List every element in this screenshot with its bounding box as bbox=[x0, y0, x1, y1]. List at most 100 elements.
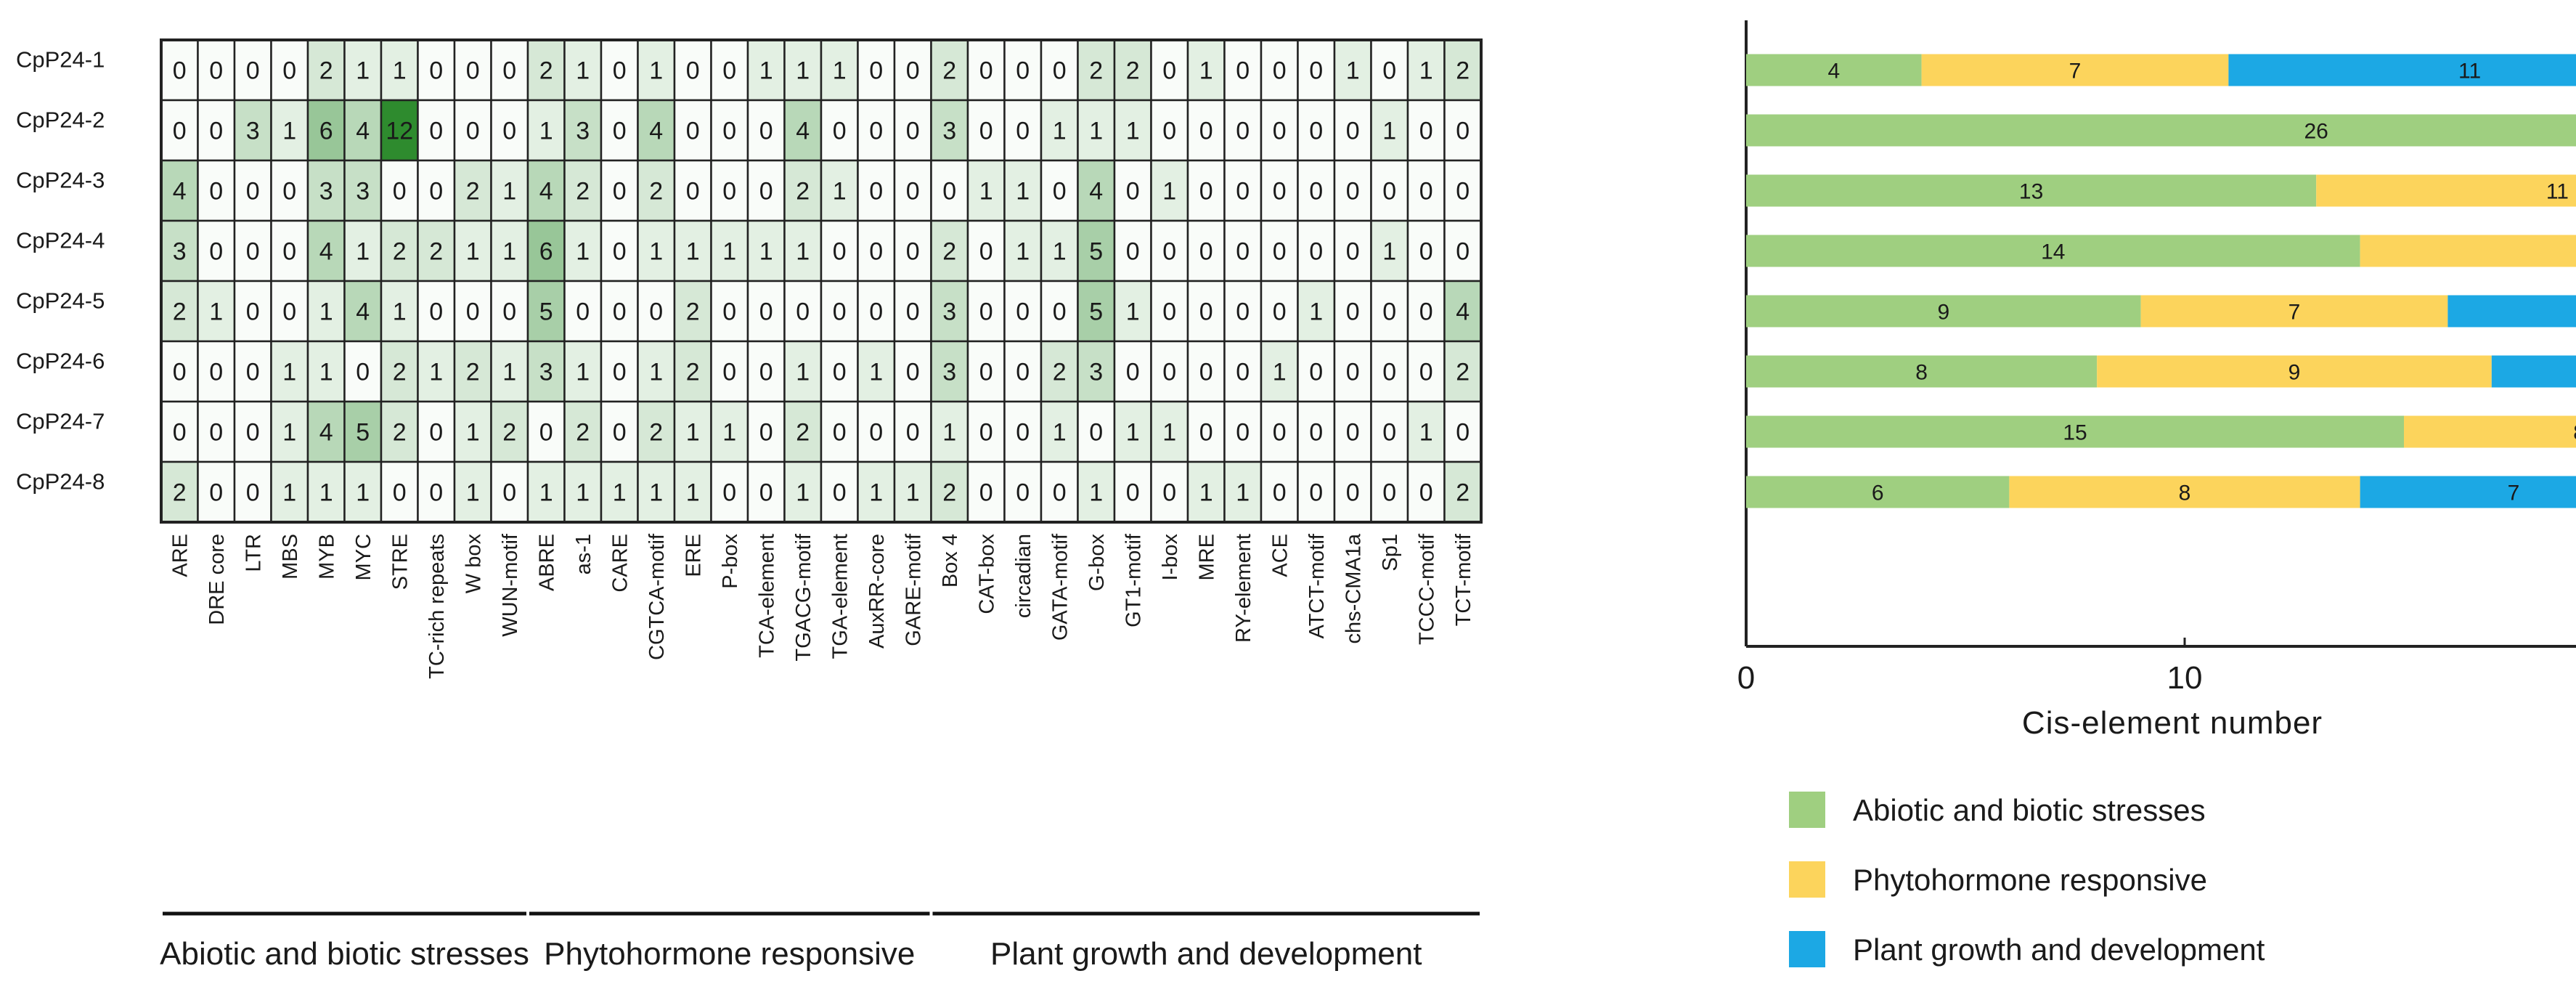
heatmap-cell bbox=[1333, 99, 1372, 162]
heatmap-cell bbox=[600, 159, 639, 222]
cell-value: 1 bbox=[686, 479, 700, 507]
heatmap-cell bbox=[343, 400, 383, 463]
bar-value-label: 7 bbox=[2288, 301, 2301, 325]
bar-value-label: 7 bbox=[2069, 60, 2082, 84]
cell-value: 0 bbox=[429, 57, 443, 85]
heatmap-cell bbox=[746, 99, 786, 162]
cell-value: 1 bbox=[466, 479, 480, 507]
heatmap-cell bbox=[1443, 340, 1483, 403]
heatmap-cell bbox=[1443, 38, 1483, 102]
heatmap-cell bbox=[160, 400, 199, 463]
cell-value: 0 bbox=[1236, 298, 1250, 326]
cell-value: 4 bbox=[319, 238, 333, 266]
heatmap-cell bbox=[783, 99, 823, 162]
cell-value: 4 bbox=[796, 118, 810, 145]
cell-value: 1 bbox=[1309, 298, 1323, 326]
cell-value: 1 bbox=[796, 359, 810, 386]
heatmap-cell bbox=[1040, 99, 1079, 162]
bar-segment bbox=[1921, 54, 2229, 86]
heatmap-cell bbox=[233, 400, 272, 463]
gene-label: CpP24-7 bbox=[16, 409, 105, 434]
column-label: as-1 bbox=[572, 534, 595, 574]
column-label: GT1-motif bbox=[1122, 533, 1145, 627]
column-label: TCT-motif bbox=[1452, 533, 1475, 626]
cell-value: 0 bbox=[1273, 479, 1287, 507]
cell-value: 1 bbox=[1126, 298, 1140, 326]
heatmap-cell bbox=[490, 400, 529, 463]
heatmap-cell bbox=[820, 159, 859, 222]
cell-value: 0 bbox=[833, 359, 847, 386]
column-label: ACE bbox=[1268, 534, 1292, 577]
cell-value: 1 bbox=[759, 238, 773, 266]
heatmap: 0 0 0 0 2 1 1 0 0 0 2 1 0 1 0 0 1 1 1 0 0 2 0 0 0 2 2 0 1 0 0 0 1 0 1 20 0 3 1… bbox=[16, 38, 1483, 972]
cell-value: 0 bbox=[1162, 359, 1176, 386]
cell-value: 2 bbox=[649, 178, 663, 206]
bar-segment bbox=[1746, 476, 2010, 508]
heatmap-cell bbox=[306, 460, 346, 524]
heatmap-cell bbox=[417, 460, 456, 524]
heatmap-cell bbox=[1113, 340, 1152, 403]
cell-value: 1 bbox=[869, 479, 883, 507]
column-label: P-box bbox=[719, 534, 742, 589]
cell-value: 2 bbox=[649, 419, 663, 447]
heatmap-cell bbox=[417, 340, 456, 403]
heatmap-cell bbox=[1186, 38, 1226, 102]
cell-value: 2 bbox=[393, 359, 407, 386]
cell-value: 1 bbox=[282, 359, 296, 386]
group-label: Abiotic and biotic stresses bbox=[160, 936, 529, 972]
cell-value: 1 bbox=[576, 359, 590, 386]
x-axis-title: Cis-element number bbox=[2022, 705, 2323, 741]
cell-value: 0 bbox=[356, 359, 370, 386]
bar-segment bbox=[2360, 476, 2576, 508]
cell-value: 3 bbox=[173, 238, 187, 266]
bar-value-label: 11 bbox=[2458, 60, 2481, 84]
cell-value: 0 bbox=[1053, 178, 1067, 206]
cell-value: 1 bbox=[722, 419, 736, 447]
cell-value: 0 bbox=[613, 238, 627, 266]
cell-value: 0 bbox=[979, 57, 993, 85]
heatmap-cell bbox=[160, 159, 199, 222]
cell-value: 1 bbox=[466, 238, 480, 266]
heatmap-cell bbox=[1003, 219, 1043, 283]
cell-value: 4 bbox=[539, 178, 553, 206]
cell-value: 0 bbox=[869, 238, 883, 266]
heatmap-cell bbox=[197, 340, 236, 403]
heatmap-cell bbox=[380, 219, 419, 283]
heatmap-cell bbox=[270, 280, 309, 343]
cell-value: 0 bbox=[282, 238, 296, 266]
bar-segment bbox=[2404, 415, 2576, 448]
bar-value-label: 9 bbox=[2288, 361, 2301, 385]
heatmap-cell bbox=[893, 400, 932, 463]
cell-value: 0 bbox=[466, 298, 480, 326]
cell-value: 1 bbox=[649, 359, 663, 386]
cell-value: 2 bbox=[686, 298, 700, 326]
cell-value: 0 bbox=[869, 57, 883, 85]
cell-value: 1 bbox=[576, 479, 590, 507]
heatmap-cell bbox=[233, 159, 272, 222]
heatmap-cell bbox=[1406, 280, 1446, 343]
cell-value: 2 bbox=[502, 419, 516, 447]
cell-value: 0 bbox=[466, 57, 480, 85]
cell-value: 1 bbox=[1162, 419, 1176, 447]
cell-value: 1 bbox=[1126, 118, 1140, 145]
cell-value: 4 bbox=[356, 118, 370, 145]
cell-value: 1 bbox=[649, 238, 663, 266]
cell-value: 0 bbox=[1309, 479, 1323, 507]
column-label: MRE bbox=[1195, 534, 1218, 580]
cell-value: 0 bbox=[1456, 419, 1470, 447]
heatmap-cell bbox=[637, 400, 676, 463]
cell-value: 2 bbox=[393, 238, 407, 266]
heatmap-cell bbox=[417, 219, 456, 283]
cell-value: 3 bbox=[539, 359, 553, 386]
cell-value: 0 bbox=[282, 298, 296, 326]
cell-value: 1 bbox=[209, 298, 223, 326]
heatmap-cell bbox=[783, 219, 823, 283]
cell-value: 0 bbox=[1236, 118, 1250, 145]
cell-value: 3 bbox=[576, 118, 590, 145]
heatmap-cell bbox=[600, 460, 639, 524]
heatmap-cell bbox=[1443, 159, 1483, 222]
cell-value: 0 bbox=[613, 419, 627, 447]
cell-value: 0 bbox=[759, 479, 773, 507]
cell-value: 0 bbox=[1346, 419, 1360, 447]
cell-value: 1 bbox=[613, 479, 627, 507]
